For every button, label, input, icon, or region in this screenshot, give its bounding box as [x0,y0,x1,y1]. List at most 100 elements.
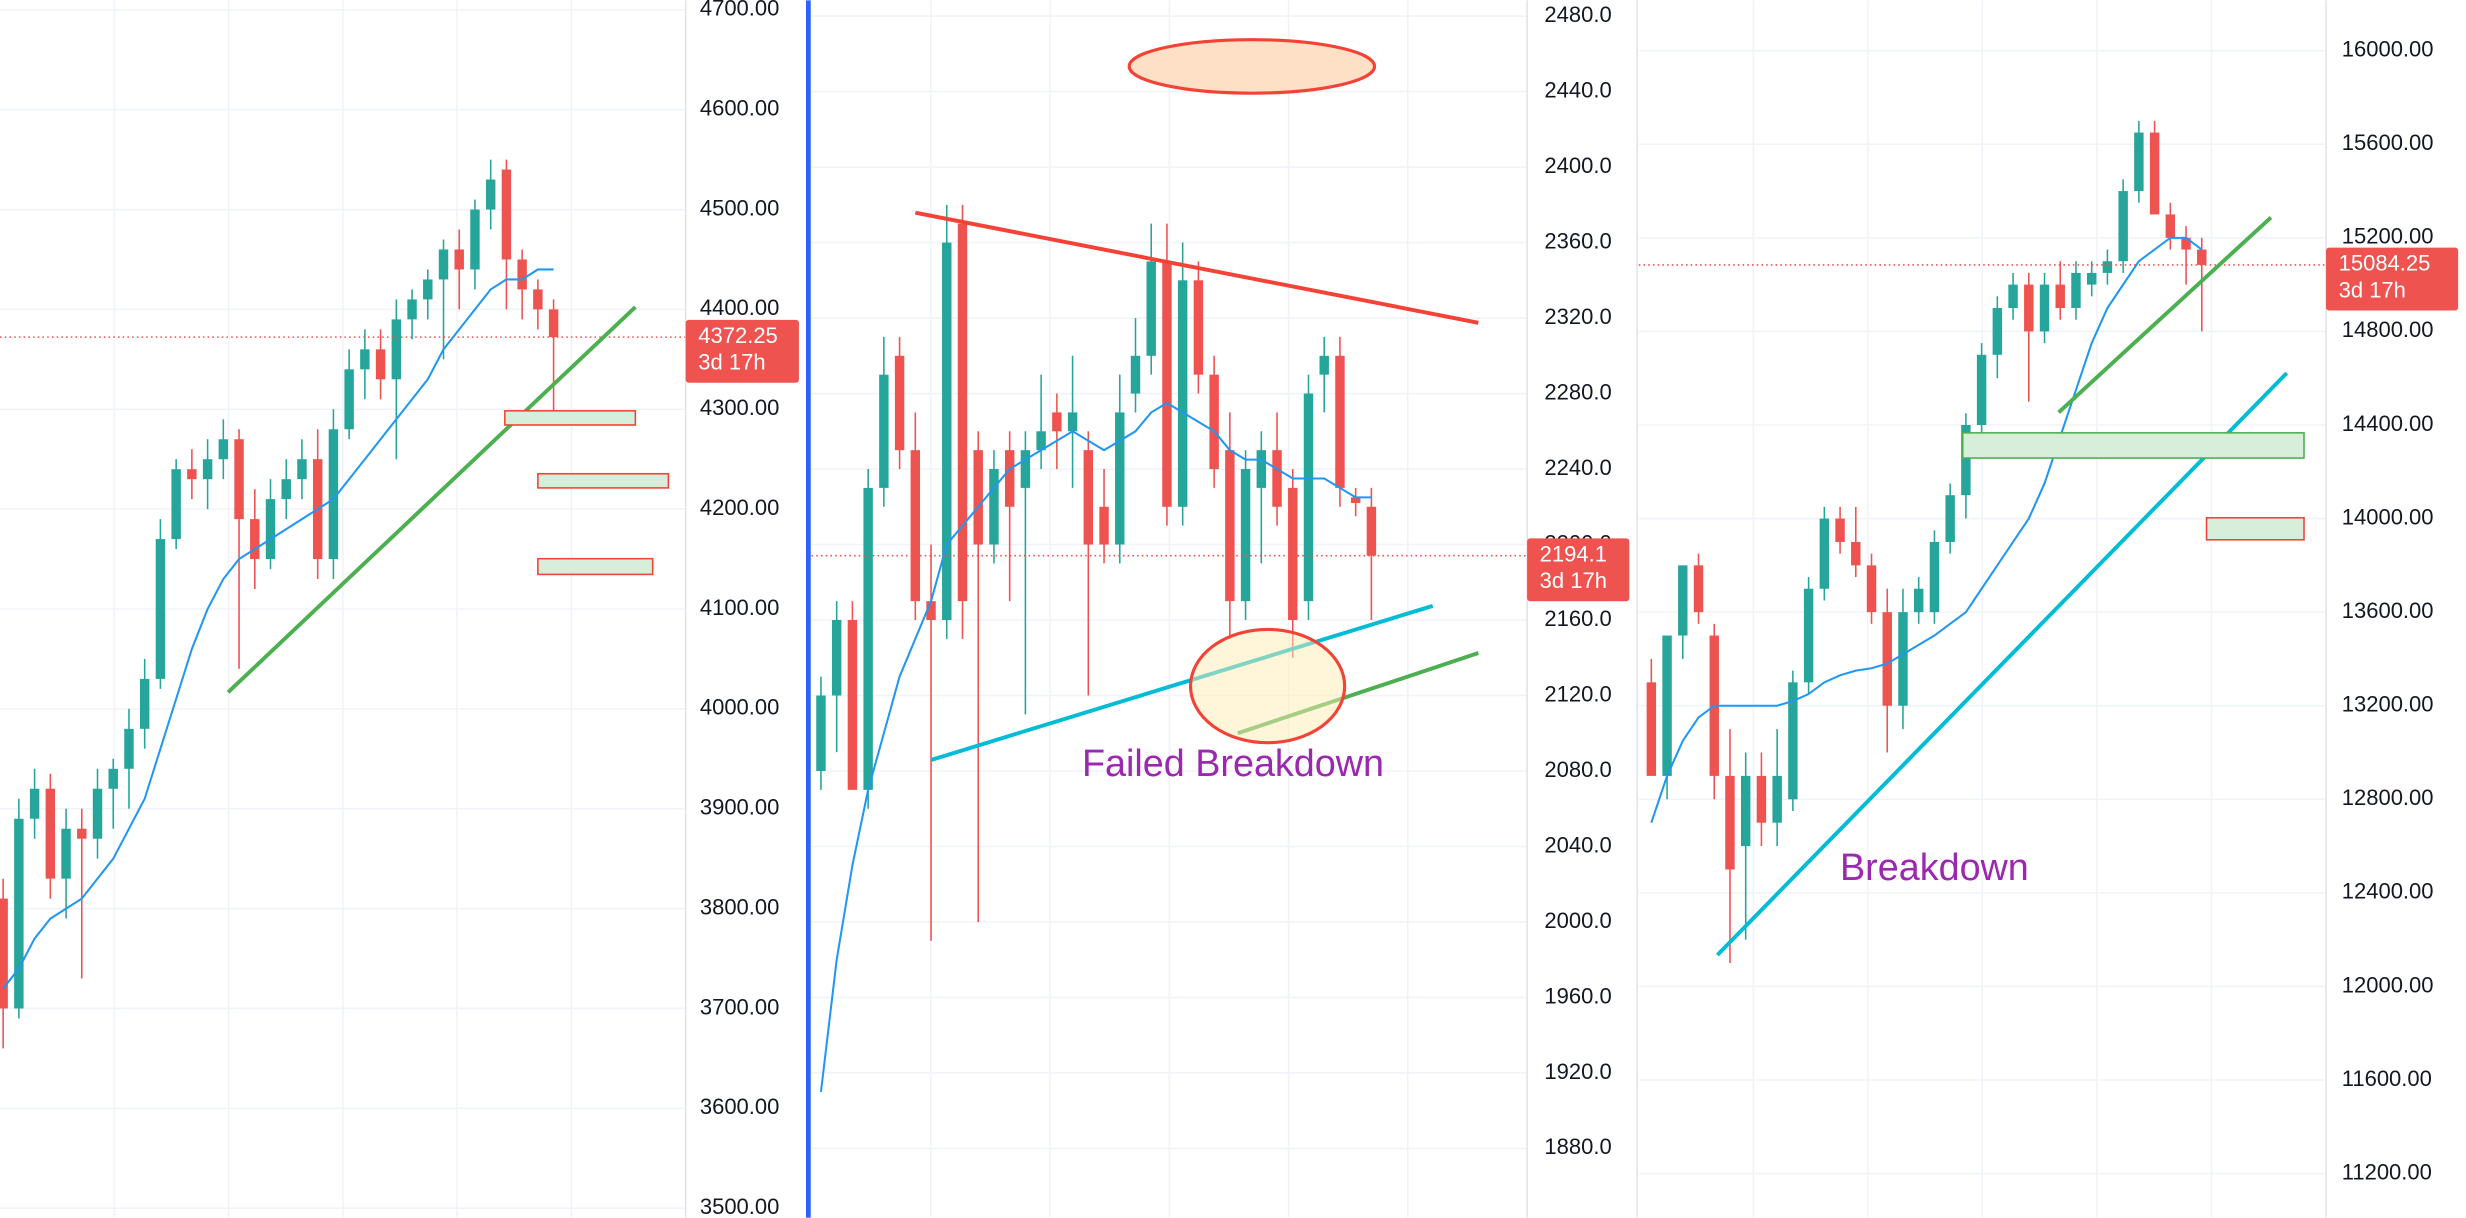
candle-body [2102,261,2113,273]
candle-body [187,469,197,480]
candle-body [1913,588,1924,613]
y-tick-label: 4000.00 [700,695,780,720]
candle-body [816,695,826,771]
y-tick-label: 3900.00 [700,795,780,820]
y-tick-label: 2240.0 [1544,455,1611,480]
y-tick-label: 4300.00 [700,395,780,420]
y-tick-label: 2360.0 [1544,228,1611,253]
candle-body [1725,775,1735,870]
candle-body [2039,284,2050,332]
y-tick-label: 16000.00 [2342,37,2434,62]
zone [1961,432,2305,459]
candle-body [1740,775,1751,847]
axes: 3500.00 3600.00 3700.00 3800.00 3900.00 4000.… [685,0,2459,1218]
candle-body [391,319,402,380]
candle-body [942,242,952,621]
y-tick-label: 2440.0 [1544,77,1611,102]
candle-body [250,519,260,560]
candle-body [1020,450,1031,488]
candle-body [1898,612,1908,706]
ellipse [1127,38,1377,95]
ellipse [1188,627,1347,745]
candle-body [45,788,56,879]
candle-body [2024,284,2034,332]
candle-body [1788,682,1798,800]
candle-body [92,788,103,839]
candle-body [1756,775,1767,823]
y-tick-label: 2400.0 [1544,153,1611,178]
candle-body [14,818,24,1009]
y-tick-label: 13200.00 [2342,692,2434,717]
candle-body [847,620,858,790]
candle-body [375,349,386,380]
y-tick-label: 3800.00 [700,894,780,919]
price-tag-countdown: 3d 17h [2339,277,2406,302]
price-tag-bg [685,319,799,383]
grids [0,0,2327,1218]
candle-body [1130,355,1141,394]
candle-body [1335,355,1345,488]
moving-average [1650,236,2203,824]
candle-body [1961,424,1971,496]
price-tag: 2194.13d 17h [1527,538,1630,602]
y-tick-label: 4100.00 [700,595,780,620]
zone [537,557,654,576]
y-tick-label: 12400.00 [2342,879,2434,904]
candle-body [423,279,433,300]
candle-body [328,429,339,560]
candle-body [281,479,291,500]
candle-body [124,728,134,769]
candle-body [1945,495,1955,542]
candle-body [957,223,968,602]
candle-body [1772,775,1782,823]
trendline [2057,215,2273,414]
candle-body [2165,214,2176,238]
candle-body [485,179,496,210]
candle-body [2197,249,2207,265]
trendline [930,603,1434,762]
candle-body [501,169,512,260]
trendline [1715,371,2289,957]
candle-body [517,259,527,290]
candle-body [61,828,71,879]
candle-body [1646,682,1657,776]
annotation: Failed Breakdown [1082,742,1384,784]
price-tag-bg [1527,538,1630,602]
candle-body [1366,506,1377,556]
candle-body [1678,565,1688,636]
y-tick-label: 2160.0 [1544,606,1611,631]
y-tick-label: 11600.00 [2342,1066,2432,1091]
y-tick-label: 14000.00 [2342,504,2434,529]
y-tick-label: 15600.00 [2342,130,2434,155]
y-tick-label: 14400.00 [2342,411,2434,436]
candle-body [2134,132,2144,192]
candle-body [910,450,921,602]
candle-body [894,355,905,451]
candle-body [879,374,889,488]
y-tick-label: 4200.00 [700,495,780,520]
candle-body [1992,308,2003,355]
price-tag-value: 4372.25 [698,323,778,348]
candle-body [0,898,8,1009]
candle-body [1162,261,1172,507]
y-tick-label: 2280.0 [1544,379,1611,404]
price-tag-value: 2194.1 [1540,541,1607,566]
candle-body [1083,450,1094,545]
candle-body [155,539,166,679]
candle-body [1819,518,1830,589]
candle-body [1835,518,1845,542]
y-tick-label: 2480.0 [1544,2,1611,27]
candle-body [973,450,983,545]
candle-body [1256,450,1267,488]
y-tick-label: 4600.00 [700,95,780,120]
zone [504,410,637,426]
y-tick-label: 12000.00 [2342,972,2434,997]
candle-body [1240,469,1251,602]
candle-body [1052,412,1062,432]
y-tick-label: 13600.00 [2342,598,2434,623]
candle-body [234,439,244,520]
price-tag-value: 15084.25 [2339,251,2431,276]
candle-body [1803,588,1814,683]
